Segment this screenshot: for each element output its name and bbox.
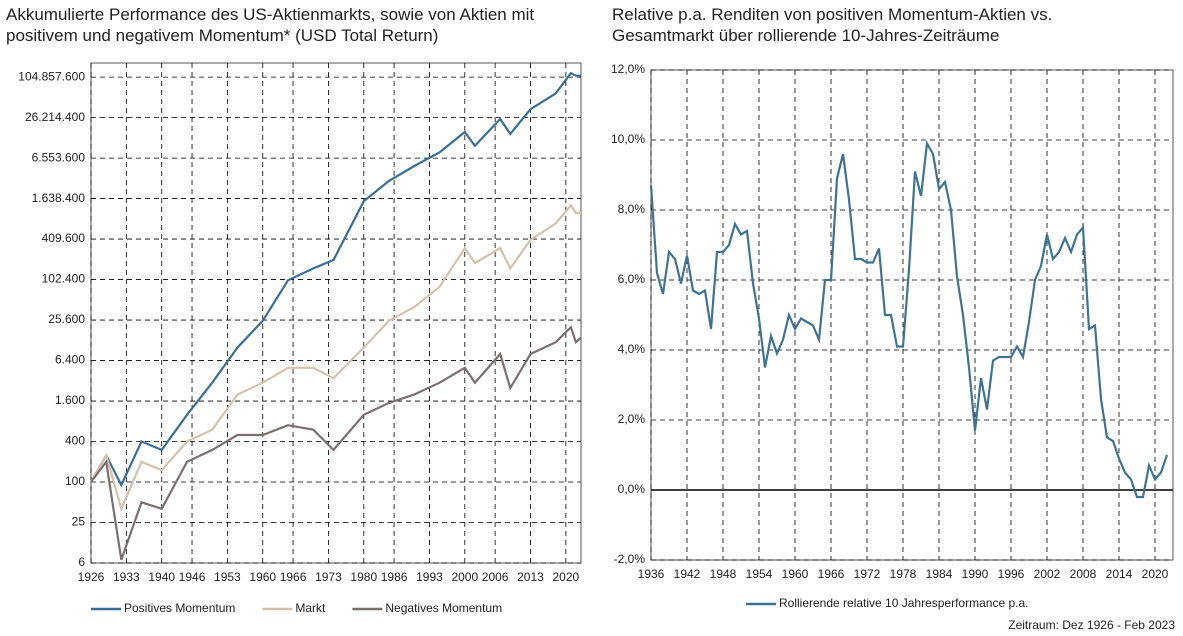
y-tick-label: 12,0% <box>611 62 645 76</box>
legend-label: Markt <box>295 601 326 615</box>
footnote: Zeitraum: Dez 1926 - Feb 2023 <box>1008 618 1175 632</box>
x-tick-label: 2014 <box>1106 567 1133 581</box>
x-tick-label: 1936 <box>638 567 665 581</box>
x-tick-label: 1960 <box>249 570 276 584</box>
x-tick-label: 1946 <box>179 570 206 584</box>
series-line <box>90 203 581 513</box>
legend-label: Positives Momentum <box>124 601 235 615</box>
y-tick-label: 25 <box>72 515 86 529</box>
x-tick-label: 1926 <box>78 570 105 584</box>
y-tick-label: 104.857.600 <box>18 69 85 83</box>
plot-area <box>90 62 582 564</box>
y-tick-label: 26.214.400 <box>25 110 85 124</box>
x-tick-label: 1933 <box>113 570 140 584</box>
x-tick-label: 2002 <box>1034 567 1061 581</box>
x-tick-label: 2008 <box>1070 567 1097 581</box>
y-tick-label: 1.600 <box>55 393 85 407</box>
x-tick-label: 1954 <box>746 567 773 581</box>
legend-label: Rollierende relative 10 Jahresperformanc… <box>779 596 1028 610</box>
y-tick-label: 1.638.400 <box>32 191 86 205</box>
y-tick-label: 25.600 <box>48 312 85 326</box>
y-tick-label: 6.400 <box>55 353 85 367</box>
x-tick-label: 1966 <box>818 567 845 581</box>
x-tick-label: 1990 <box>962 567 989 581</box>
series-line <box>90 71 581 488</box>
x-tick-label: 2006 <box>482 570 509 584</box>
y-tick-label: 6.553.600 <box>32 150 86 164</box>
x-tick-label: 2000 <box>451 570 478 584</box>
y-tick-label: 400 <box>65 434 85 448</box>
y-tick-label: 100 <box>65 474 85 488</box>
x-tick-label: 1993 <box>416 570 443 584</box>
plot-area <box>650 69 1174 561</box>
y-tick-label: 2,0% <box>618 412 646 426</box>
y-tick-label: 4,0% <box>618 342 646 356</box>
y-tick-label: 10,0% <box>611 132 645 146</box>
x-tick-label: 1960 <box>782 567 809 581</box>
x-tick-label: 1966 <box>280 570 307 584</box>
series-line <box>649 140 1169 499</box>
x-tick-label: 1996 <box>998 567 1025 581</box>
x-tick-label: 1942 <box>674 567 701 581</box>
x-tick-label: 1972 <box>854 567 881 581</box>
y-tick-label: 8,0% <box>618 202 646 216</box>
y-tick-label: -2,0% <box>614 552 646 566</box>
x-tick-label: 2020 <box>552 570 579 584</box>
x-tick-label: 1948 <box>710 567 737 581</box>
x-tick-label: 1953 <box>214 570 241 584</box>
y-tick-label: 6 <box>78 555 85 569</box>
x-tick-label: 1984 <box>926 567 953 581</box>
series-line <box>90 325 582 561</box>
y-tick-label: 6,0% <box>618 272 646 286</box>
chart-title: Relative p.a. Renditen von positiven Mom… <box>612 5 1053 45</box>
y-tick-label: 102.400 <box>42 272 86 286</box>
x-tick-label: 1978 <box>890 567 917 581</box>
x-tick-label: 1940 <box>148 570 175 584</box>
x-tick-label: 2020 <box>1142 567 1169 581</box>
legend-label: Negatives Momentum <box>385 601 502 615</box>
y-tick-label: 0,0% <box>618 482 646 496</box>
x-tick-label: 1980 <box>350 570 377 584</box>
x-tick-label: 1973 <box>315 570 342 584</box>
y-tick-label: 409.600 <box>42 231 86 245</box>
chart-title: Akkumulierte Performance des US-Aktienma… <box>6 5 535 45</box>
x-tick-label: 2013 <box>517 570 544 584</box>
x-tick-label: 1986 <box>381 570 408 584</box>
